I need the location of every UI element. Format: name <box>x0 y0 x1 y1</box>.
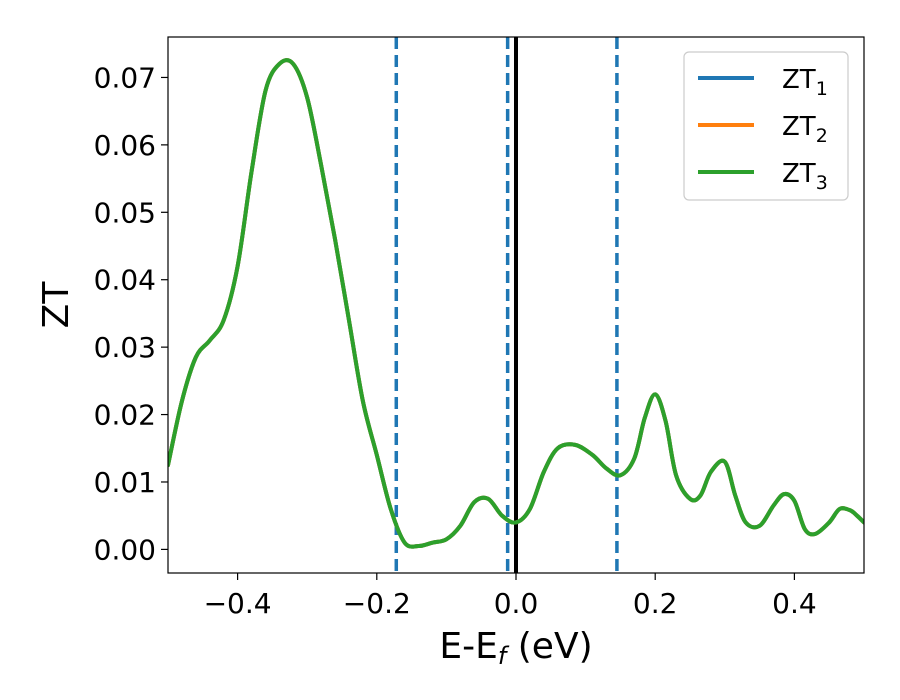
series-line-zt3 <box>168 58 864 549</box>
y-tick-label: 0.05 <box>94 196 156 229</box>
y-tick-label: 0.04 <box>94 264 156 297</box>
y-tick-label: 0.07 <box>94 61 156 94</box>
x-tick-label: −0.2 <box>343 587 411 620</box>
x-tick-label: 0.0 <box>494 587 539 620</box>
y-axis-title: ZT <box>36 281 77 329</box>
x-tick-label: 0.4 <box>772 587 817 620</box>
legend-label: ZT3 <box>782 159 828 194</box>
legend-box <box>683 51 849 201</box>
legend: ZT1 ZT2 ZT3 <box>683 51 849 201</box>
series-lines <box>168 58 864 549</box>
legend-label: ZT1 <box>782 65 828 100</box>
legend-label: ZT2 <box>782 112 828 147</box>
x-tick-label: 0.2 <box>633 587 678 620</box>
y-tick-label: 0.01 <box>94 466 156 499</box>
x-axis-title: E-Ef (eV) <box>439 626 592 670</box>
x-axis: −0.4 −0.2 0.0 0.2 0.4 <box>204 573 817 620</box>
reference-lines <box>394 37 619 573</box>
y-tick-label: 0.02 <box>94 399 156 432</box>
y-tick-label: 0.00 <box>94 533 156 566</box>
y-tick-label: 0.06 <box>94 129 156 162</box>
x-tick-label: −0.4 <box>204 587 272 620</box>
y-axis: 0.00 0.01 0.02 0.03 0.04 0.05 0.06 0.07 <box>94 61 168 566</box>
y-tick-label: 0.03 <box>94 331 156 364</box>
